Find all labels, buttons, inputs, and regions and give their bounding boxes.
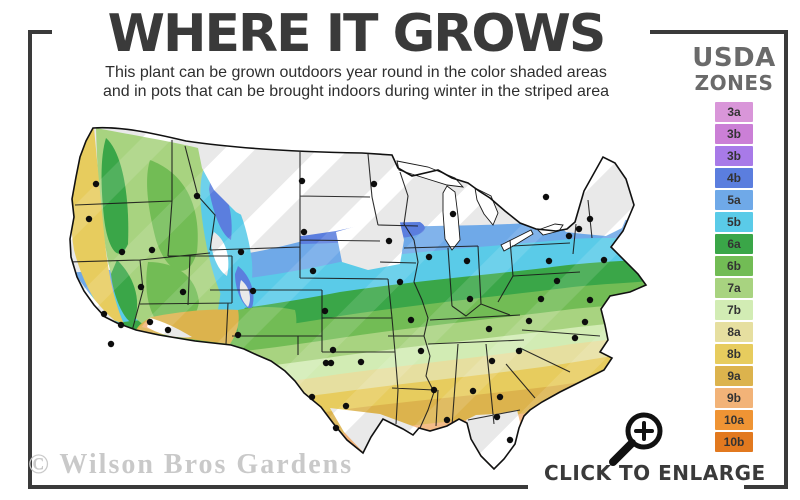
- click-to-enlarge-label[interactable]: CLICK TO ENLARGE: [544, 461, 766, 485]
- legend-title-zones: ZONES: [694, 71, 774, 95]
- legend-zone-label: 3b: [726, 149, 741, 163]
- zone-shading: [70, 127, 646, 469]
- legend-zone-swatch: 3a: [715, 102, 753, 122]
- legend-zone-swatch: 6a: [715, 234, 753, 254]
- faint-stripe-overlay: [70, 127, 646, 469]
- watermark: © Wilson Bros Gardens: [28, 449, 354, 480]
- legend-zone-list: 3a 3b 3b 4b 5a 5b 6a 6b 7a 7b 8a 8b 9a 9b 10a 10b: [688, 102, 780, 452]
- legend-zone-swatch: 10b: [715, 432, 753, 452]
- legend-zone-label: 4b: [726, 171, 741, 185]
- city-dots: [85, 177, 608, 444]
- legend-zone-label: 9b: [726, 391, 741, 405]
- legend-zone-label: 3b: [726, 127, 741, 141]
- legend-zone-label: 6b: [726, 259, 741, 273]
- legend-zone-label: 5b: [726, 215, 741, 229]
- legend-zone-label: 6a: [727, 237, 741, 251]
- legend-zone-swatch: 10a: [715, 410, 753, 430]
- legend-zone-label: 3a: [727, 105, 741, 119]
- legend-zone-label: 10b: [723, 435, 745, 449]
- frame-bottom-right-stub: [744, 485, 788, 489]
- legend-zone-swatch: 7b: [715, 300, 753, 320]
- legend-zone-label: 10a: [723, 413, 745, 427]
- frame-right: [784, 30, 788, 489]
- legend-zone-label: 9a: [727, 369, 741, 383]
- legend-zone-swatch: 9a: [715, 366, 753, 386]
- frame-top-left-stub: [28, 30, 52, 34]
- subtitle-line1: This plant can be grown outdoors year ro…: [105, 64, 607, 81]
- great-lakes: [396, 160, 564, 252]
- legend-zone-swatch: 5b: [715, 212, 753, 232]
- legend-zone-swatch: 8a: [715, 322, 753, 342]
- hardiness-zone-map-image[interactable]: [35, 108, 665, 475]
- frame-left: [28, 30, 32, 489]
- legend-zone-swatch: 7a: [715, 278, 753, 298]
- legend-zone-label: 7b: [726, 303, 741, 317]
- legend-zone-swatch: 9b: [715, 388, 753, 408]
- legend-zone-label: 5a: [727, 193, 741, 207]
- legend-title-usda: USDA: [692, 43, 776, 73]
- legend-zone-swatch: 4b: [715, 168, 753, 188]
- frame-top-right: [650, 30, 788, 34]
- frame-bottom: [28, 485, 528, 489]
- page-title: WHERE IT GROWS: [107, 4, 607, 64]
- legend-zone-swatch: 6b: [715, 256, 753, 276]
- usda-zones-legend: USDA ZONES 3a 3b 3b 4b 5a 5b 6a 6b 7a 7b 8a 8b 9a 9b 1…: [688, 44, 780, 454]
- legend-zone-label: 8b: [726, 347, 741, 361]
- legend-zone-label: 7a: [727, 281, 741, 295]
- subtitle-line2: and in pots that can be brought indoors …: [102, 83, 610, 100]
- legend-zone-swatch: 8b: [715, 344, 753, 364]
- state-borders: [70, 140, 601, 429]
- subtitle: This plant can be grown outdoors year ro…: [0, 63, 712, 101]
- legend-zone-swatch: 3b: [715, 124, 753, 144]
- legend-zone-swatch: 5a: [715, 190, 753, 210]
- legend-zone-swatch: 3b: [715, 146, 753, 166]
- legend-zone-label: 8a: [727, 325, 741, 339]
- magnifier-zoom-icon[interactable]: [600, 404, 666, 470]
